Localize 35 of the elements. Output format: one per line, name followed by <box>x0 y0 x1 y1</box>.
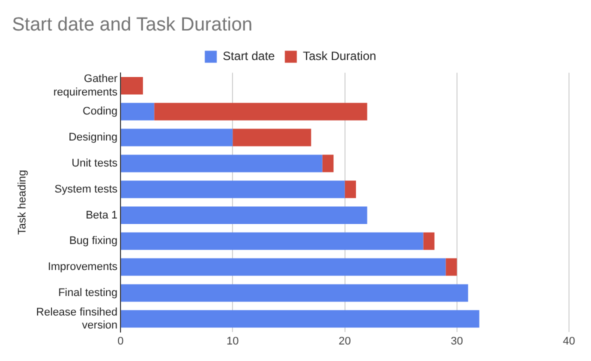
bar <box>423 232 434 250</box>
bar <box>121 310 480 328</box>
chart-title: Start date and Task Duration <box>12 14 252 36</box>
bar <box>154 102 368 120</box>
bar <box>446 258 457 276</box>
x-tick-label: 30 <box>450 335 464 348</box>
y-axis-title: Task heading <box>16 170 29 235</box>
legend-label: Task Duration <box>302 49 376 64</box>
bar <box>121 206 368 224</box>
y-tick-label: Gather requirements <box>53 73 118 98</box>
y-tick-label: Improvements <box>48 261 118 274</box>
bar <box>121 284 468 302</box>
bar <box>121 154 322 172</box>
bar <box>121 180 345 198</box>
y-tick-label: System tests <box>54 183 118 196</box>
legend-label: Start date <box>222 49 276 64</box>
x-tick-label: 0 <box>117 335 124 348</box>
y-tick-label: Release finsihed version <box>36 306 118 332</box>
bar <box>121 77 143 94</box>
bar <box>322 154 334 172</box>
y-tick-label: Beta 1 <box>86 209 118 222</box>
bar <box>121 102 154 120</box>
x-tick-label: 20 <box>338 335 351 348</box>
x-tick-label: 10 <box>226 335 239 348</box>
y-tick-label: Designing <box>68 132 118 144</box>
y-tick-label: Coding <box>82 106 118 118</box>
bar <box>121 258 446 276</box>
bar <box>344 180 356 198</box>
y-tick-label: Unit tests <box>72 157 118 170</box>
y-tick-label: Final testing <box>58 286 118 299</box>
bar <box>121 128 233 146</box>
bar <box>232 128 312 146</box>
y-tick-label: Bug fixing <box>69 235 118 248</box>
x-tick-label: 40 <box>562 335 576 348</box>
bar <box>121 232 424 250</box>
